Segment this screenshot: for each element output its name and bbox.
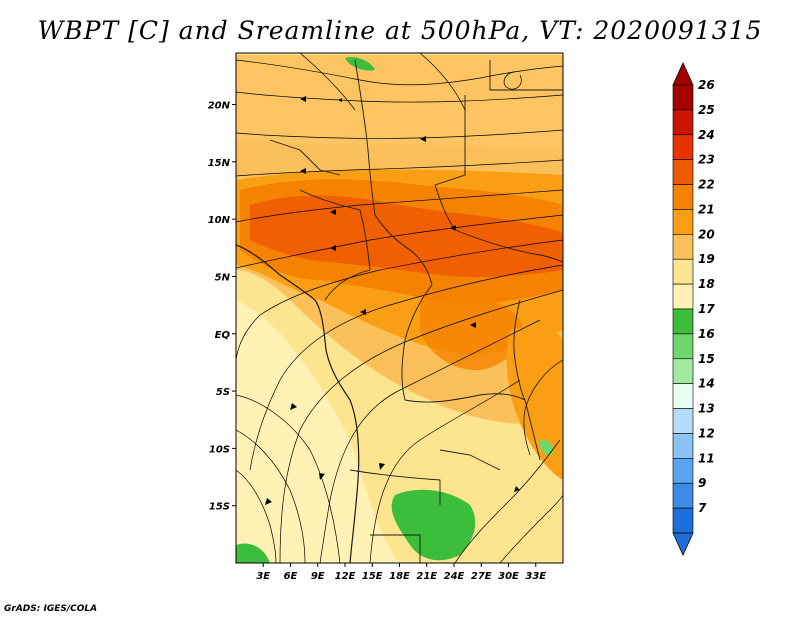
colorbar-label: 21	[698, 202, 715, 216]
colorbar-swatch	[672, 507, 694, 534]
country-borders	[236, 59, 563, 563]
colorbar-swatch	[672, 258, 694, 285]
lat-tick-label: 5S	[216, 387, 230, 398]
colorbar-label: 9	[698, 476, 706, 490]
streamlines	[236, 53, 563, 563]
lat-tick-label: EQ	[215, 330, 231, 341]
lat-tick-label: 10N	[208, 215, 231, 226]
longitude-axis: 3E 6E 9E 12E 15E 18E 21E 24E 27E 30E 33E	[256, 563, 546, 582]
colorbar-swatch	[672, 333, 694, 360]
lat-tick-label: 20N	[208, 101, 231, 112]
colorbar-swatch	[672, 433, 694, 459]
map-title: WBPT [C] and Sreamline at 500hPa, VT: 20…	[37, 16, 763, 45]
lon-tick-label: 12E	[335, 571, 356, 582]
colorbar-label: 16	[698, 327, 715, 341]
lon-tick-label: 33E	[525, 571, 546, 582]
colorbar-label: 23	[698, 153, 715, 167]
colorbar-swatch	[672, 283, 694, 310]
colorbar: 26 25 24 23 22 21 20 19 18 17 16 15 14 13 12 11 9 7	[672, 62, 715, 556]
colorbar-swatch	[672, 109, 694, 136]
colorbar-swatch	[672, 308, 694, 335]
colorbar-label: 25	[698, 103, 715, 117]
colorbar-label: 24	[698, 128, 715, 142]
colorbar-swatch	[672, 358, 694, 384]
lon-tick-label: 6E	[284, 571, 298, 582]
colorbar-label: 13	[698, 402, 715, 416]
lon-tick-label: 18E	[389, 571, 410, 582]
lon-tick-label: 3E	[256, 571, 270, 582]
colorbar-label: 7	[698, 501, 707, 515]
colorbar-label: 20	[698, 227, 715, 241]
colorbar-label: 14	[698, 377, 715, 391]
lon-tick-label: 27E	[471, 571, 492, 582]
colorbar-label: 19	[698, 252, 715, 266]
grads-credit: GrADS: IGES/COLA	[4, 604, 98, 614]
colorbar-swatch	[672, 209, 694, 235]
lon-tick-label: 24E	[444, 571, 465, 582]
lat-tick-label: 15N	[208, 158, 231, 169]
lon-tick-label: 21E	[416, 571, 437, 582]
colorbar-label: 11	[698, 451, 715, 465]
colorbar-swatch	[672, 159, 694, 185]
colorbar-top-arrow	[672, 62, 694, 86]
colorbar-label: 17	[698, 302, 715, 316]
lon-tick-label: 15E	[362, 571, 383, 582]
colorbar-swatch	[672, 458, 694, 484]
lat-tick-label: 15S	[209, 502, 230, 513]
lat-tick-label: 10S	[209, 444, 230, 455]
lon-tick-label: 9E	[311, 571, 325, 582]
colorbar-label: 18	[698, 277, 715, 291]
colorbar-swatch	[672, 482, 694, 509]
lat-tick-label: 5N	[215, 272, 231, 283]
lon-tick-label: 30E	[498, 571, 519, 582]
colorbar-swatch	[672, 234, 694, 260]
colorbar-swatch	[672, 184, 694, 210]
colorbar-swatch	[672, 383, 694, 409]
colorbar-swatch	[672, 408, 694, 434]
streamline-arrows	[265, 96, 520, 505]
wbpt-shading	[236, 53, 563, 563]
colorbar-swatch	[672, 134, 694, 160]
colorbar-bottom-arrow	[672, 532, 694, 556]
latitude-axis: 20N 15N 10N 5N EQ 5S 10S 15S	[208, 101, 236, 513]
colorbar-label: 26	[698, 78, 715, 92]
colorbar-swatch	[672, 84, 694, 111]
colorbar-label: 22	[698, 178, 715, 192]
colorbar-label: 15	[698, 352, 715, 366]
colorbar-label: 12	[698, 426, 715, 440]
